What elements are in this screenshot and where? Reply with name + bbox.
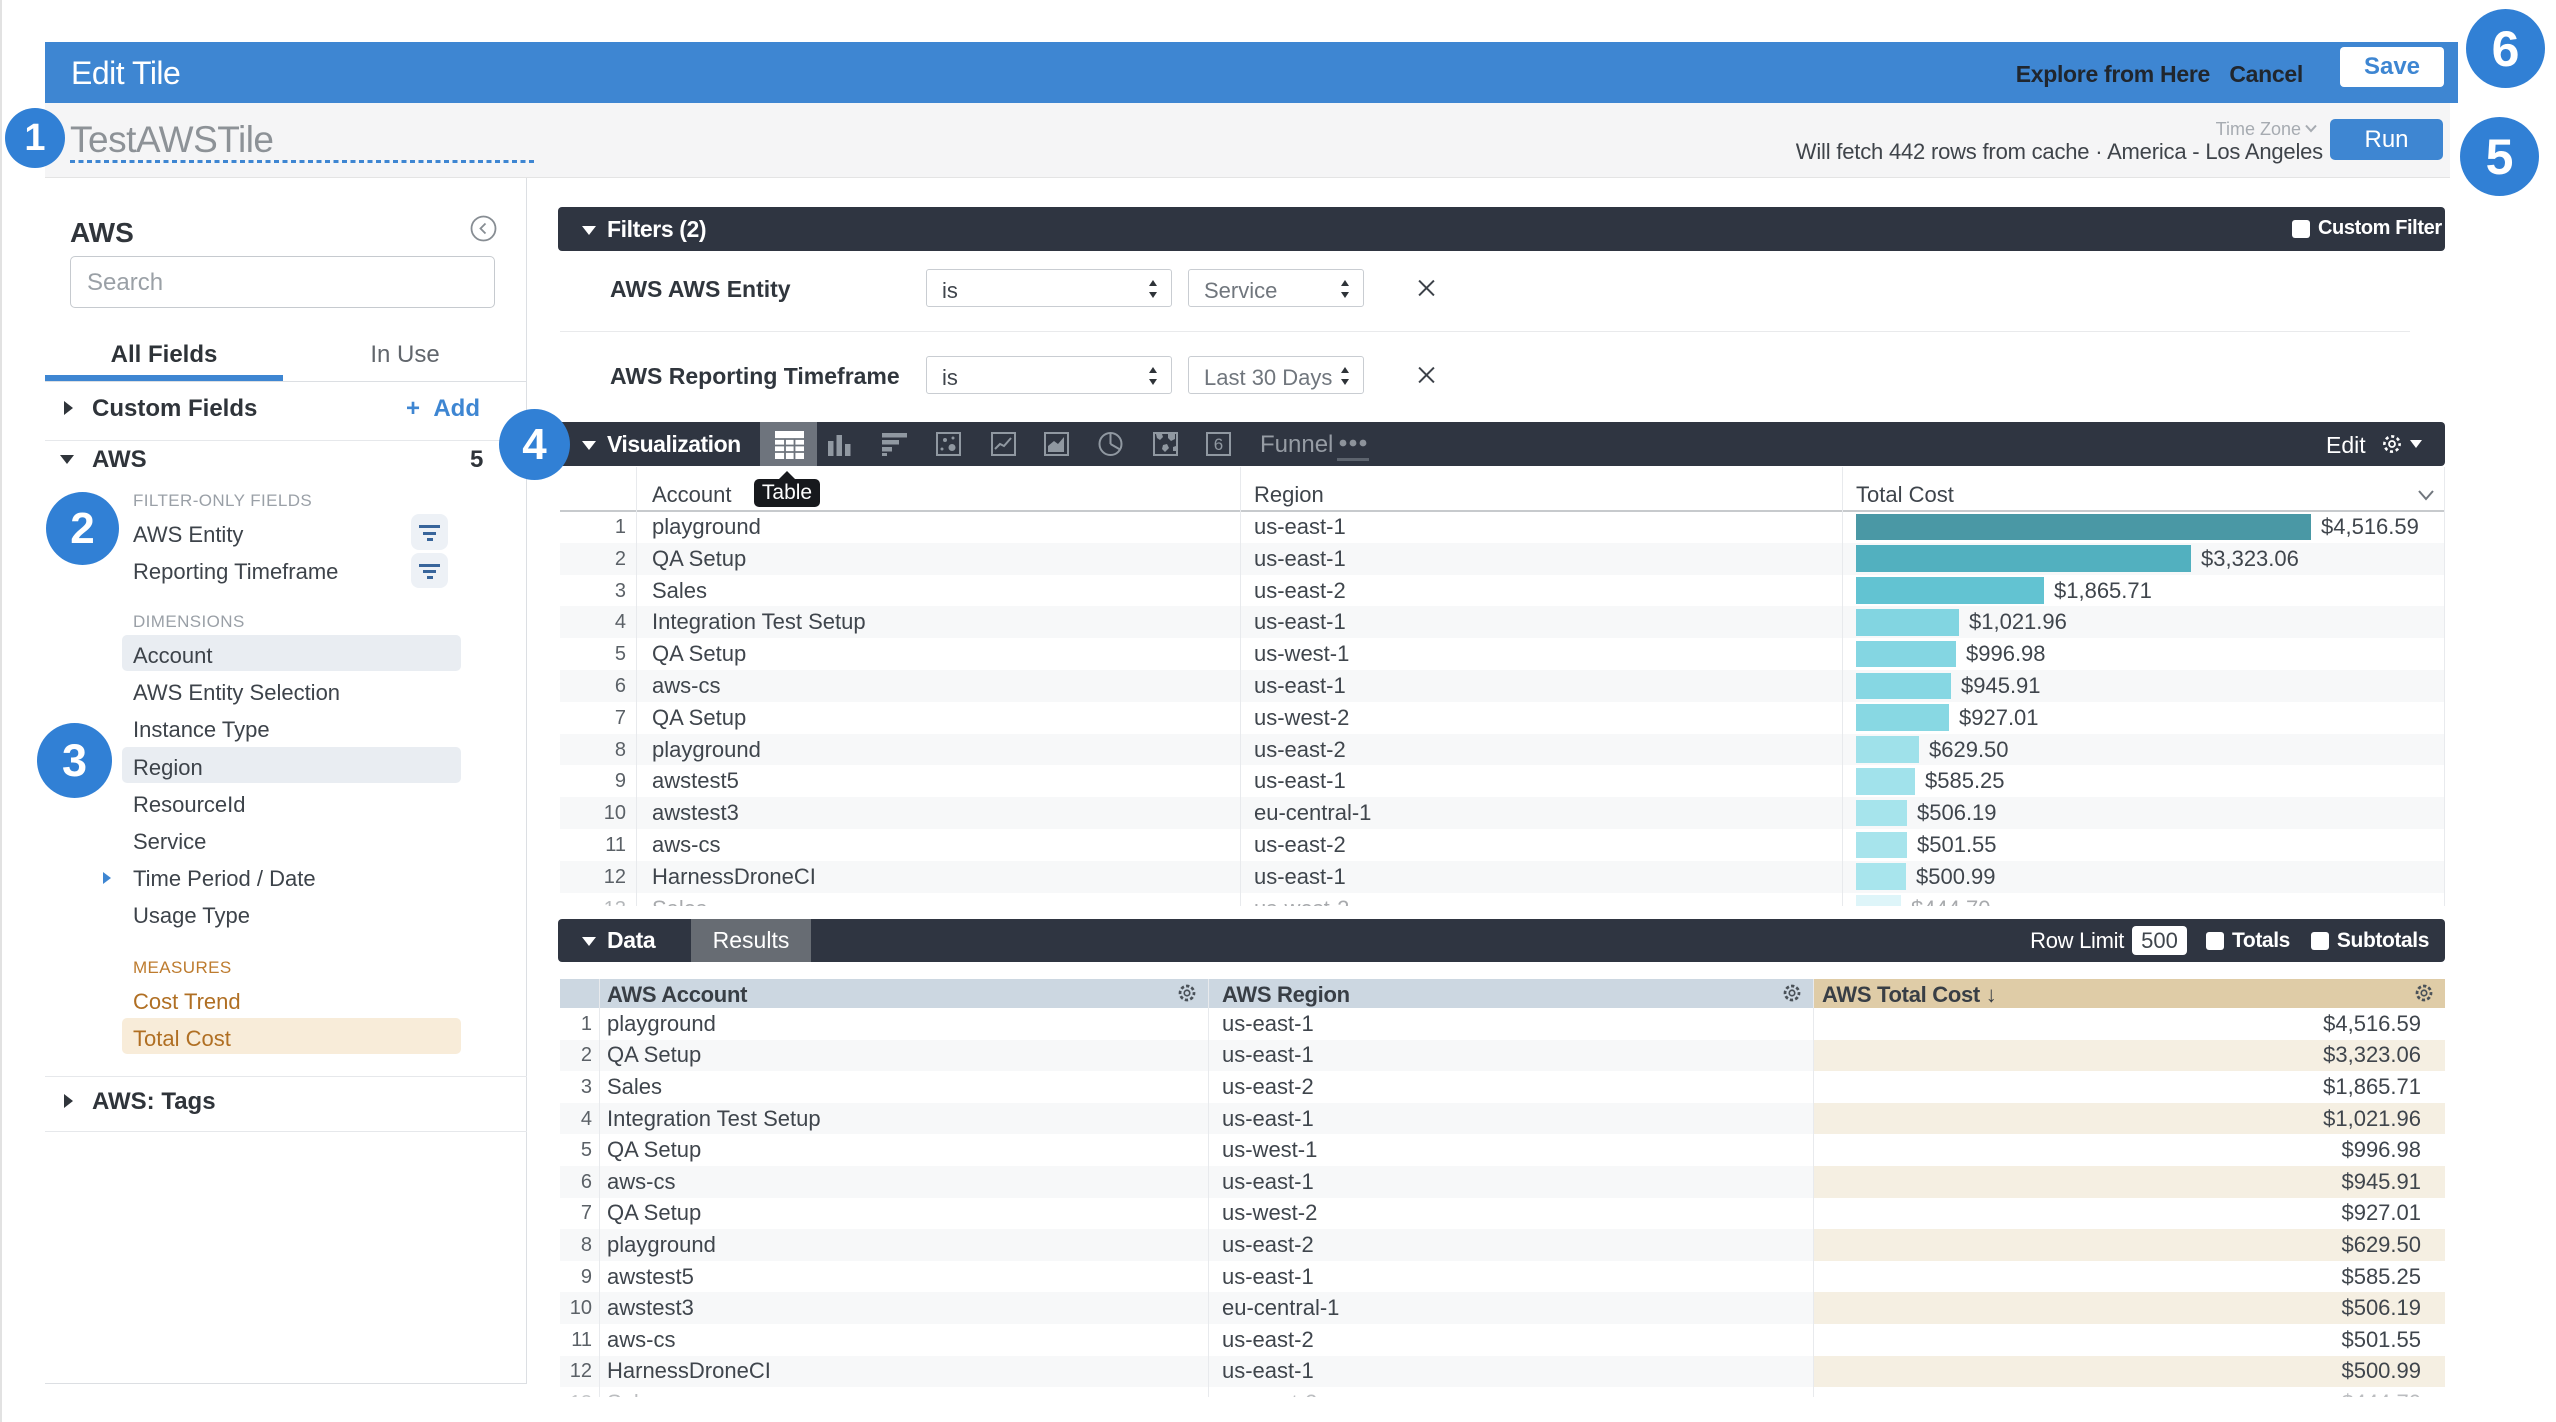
svg-text:6: 6 — [1214, 435, 1223, 454]
